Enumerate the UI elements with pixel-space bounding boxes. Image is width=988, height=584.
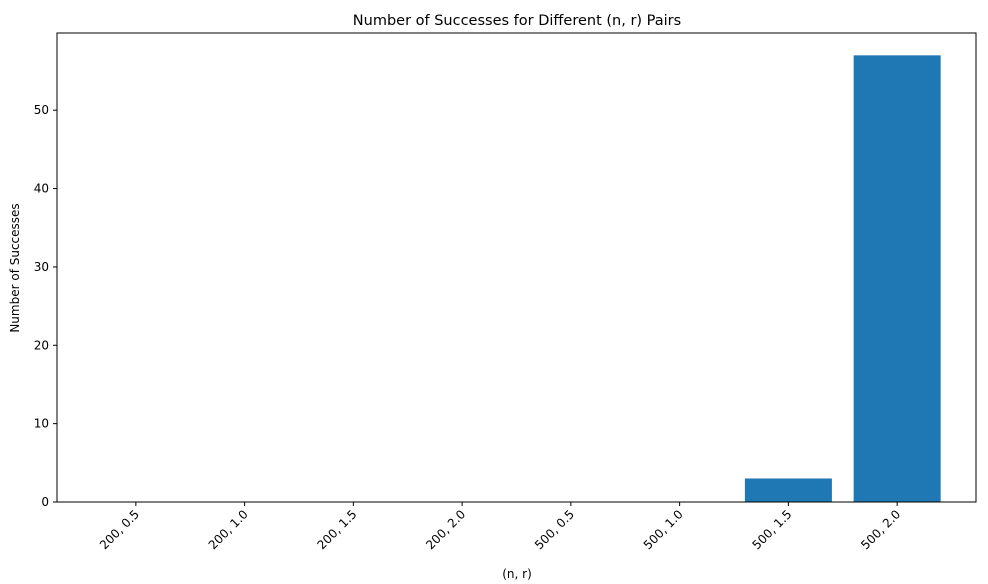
- x-tick-label: 500, 1.0: [641, 507, 686, 552]
- plot-frame: [56, 32, 977, 503]
- bars-layer: [744, 55, 941, 502]
- y-ticks: 0 10 20 30 40 50: [34, 103, 57, 509]
- y-tick-label: 20: [34, 338, 49, 352]
- x-axis-title: (n, r): [502, 567, 532, 581]
- x-tick-label: 200, 1.0: [206, 507, 251, 552]
- y-axis-title: Number of Successes: [8, 203, 22, 332]
- x-tick-label: 200, 1.5: [314, 507, 359, 552]
- x-tick-label: 500, 0.5: [532, 507, 577, 552]
- chart-title: Number of Successes for Different (n, r)…: [353, 13, 681, 29]
- y-tick-label: 50: [34, 103, 49, 117]
- x-tick-label: 200, 0.5: [97, 507, 142, 552]
- x-ticks: 200, 0.5 200, 1.0 200, 1.5 200, 2.0 500, 0.5…: [97, 502, 903, 552]
- x-tick-label: 500, 1.5: [750, 507, 795, 552]
- y-tick-label: 40: [34, 182, 49, 196]
- x-tick-label: 200, 2.0: [423, 507, 468, 552]
- y-tick-label: 0: [41, 495, 49, 509]
- y-tick-label: 10: [34, 417, 49, 431]
- y-tick-label: 30: [34, 260, 49, 274]
- bar: [853, 55, 941, 502]
- x-tick-label: 500, 2.0: [858, 507, 903, 552]
- bar: [744, 478, 832, 502]
